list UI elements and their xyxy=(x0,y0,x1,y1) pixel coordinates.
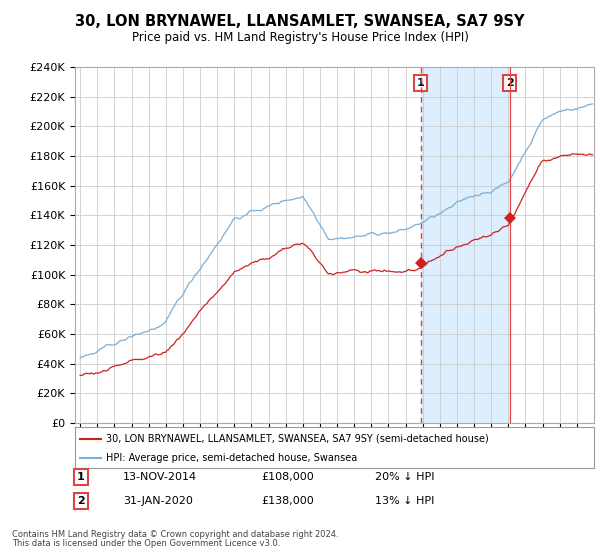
Text: 20% ↓ HPI: 20% ↓ HPI xyxy=(375,472,434,482)
Text: £138,000: £138,000 xyxy=(261,496,314,506)
Text: 31-JAN-2020: 31-JAN-2020 xyxy=(123,496,193,506)
Text: 30, LON BRYNAWEL, LLANSAMLET, SWANSEA, SA7 9SY (semi-detached house): 30, LON BRYNAWEL, LLANSAMLET, SWANSEA, S… xyxy=(106,433,489,444)
Text: 2: 2 xyxy=(77,496,85,506)
Bar xyxy=(421,67,510,423)
Text: This data is licensed under the Open Government Licence v3.0.: This data is licensed under the Open Gov… xyxy=(12,539,280,548)
Text: 30, LON BRYNAWEL, LLANSAMLET, SWANSEA, SA7 9SY: 30, LON BRYNAWEL, LLANSAMLET, SWANSEA, S… xyxy=(75,14,525,29)
Text: Price paid vs. HM Land Registry's House Price Index (HPI): Price paid vs. HM Land Registry's House … xyxy=(131,31,469,44)
Text: HPI: Average price, semi-detached house, Swansea: HPI: Average price, semi-detached house,… xyxy=(106,452,358,463)
Text: £108,000: £108,000 xyxy=(261,472,314,482)
Text: 1: 1 xyxy=(77,472,85,482)
Text: 13-NOV-2014: 13-NOV-2014 xyxy=(123,472,197,482)
Text: 1: 1 xyxy=(417,78,425,88)
Text: Contains HM Land Registry data © Crown copyright and database right 2024.: Contains HM Land Registry data © Crown c… xyxy=(12,530,338,539)
Text: 13% ↓ HPI: 13% ↓ HPI xyxy=(375,496,434,506)
Text: 2: 2 xyxy=(506,78,514,88)
